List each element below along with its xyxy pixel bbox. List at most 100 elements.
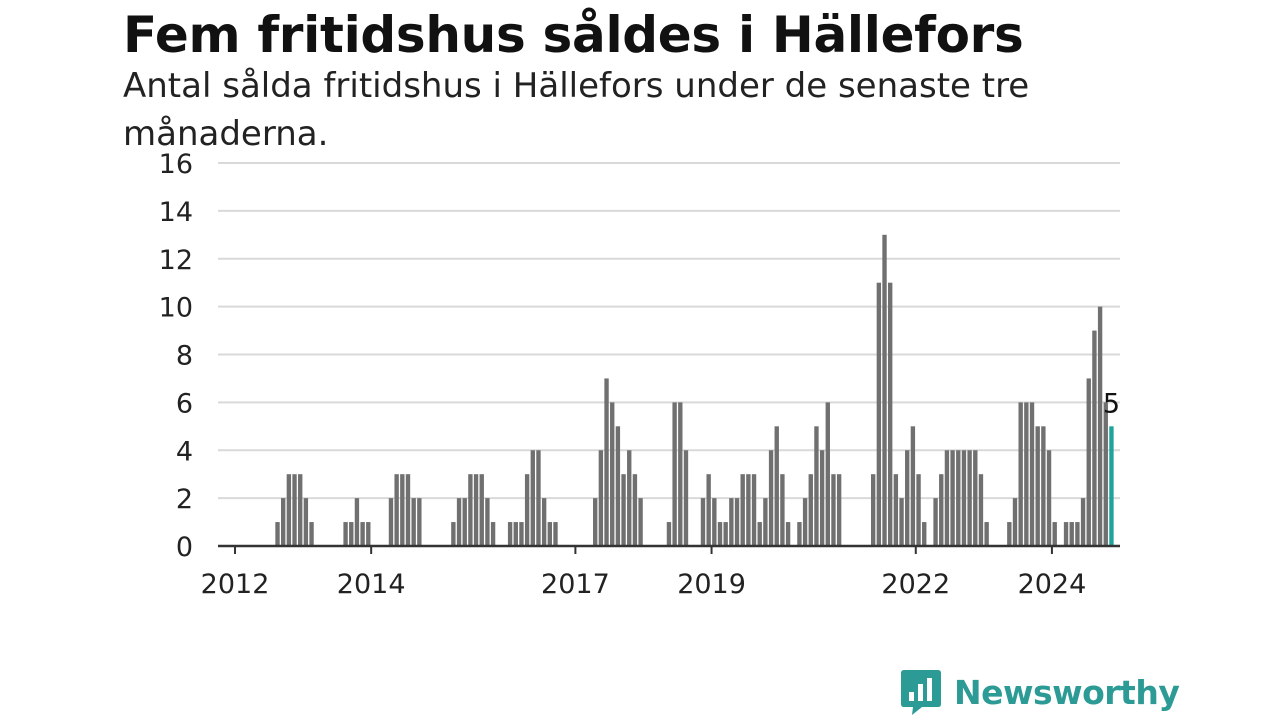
- bar: [1035, 426, 1040, 546]
- x-tick-label: 2024: [1018, 569, 1087, 600]
- x-tick-label: 2022: [881, 569, 950, 600]
- bar: [303, 498, 309, 546]
- bar: [956, 450, 961, 546]
- bar: [1007, 522, 1012, 546]
- bar: [479, 474, 484, 546]
- y-tick-label: 16: [159, 149, 193, 180]
- bar: [553, 522, 558, 546]
- bar: [473, 474, 479, 546]
- bar: [281, 498, 286, 546]
- bar-chart: 0 2 4 6 8 10 12 14 16 5 2012 2014 2017 2019 2022 2024: [159, 149, 1120, 600]
- y-tick-label: 12: [159, 245, 193, 276]
- y-tick-label: 14: [159, 197, 193, 228]
- y-tick-label: 10: [159, 293, 193, 324]
- bar: [740, 474, 745, 546]
- bar: [388, 498, 394, 546]
- bar: [734, 498, 740, 546]
- bar: [1097, 306, 1103, 546]
- bar: [978, 474, 984, 546]
- bar: [751, 474, 757, 546]
- bar: [485, 498, 490, 546]
- bar: [1052, 522, 1057, 546]
- bar: [1029, 402, 1035, 546]
- bar: [700, 498, 706, 546]
- bar: [882, 234, 887, 546]
- bar: [683, 450, 689, 546]
- bar: [298, 474, 303, 546]
- bar: [808, 474, 813, 546]
- x-tick-label: 2014: [337, 569, 406, 600]
- bar: [354, 498, 360, 546]
- bar: [405, 474, 411, 546]
- bar: [717, 522, 723, 546]
- bar: [519, 522, 524, 546]
- bar: [814, 426, 819, 546]
- y-tick-label: 2: [176, 484, 193, 515]
- bar: [678, 402, 683, 546]
- bar: [286, 474, 292, 546]
- y-tick-label: 8: [176, 341, 193, 372]
- bar: [967, 450, 972, 546]
- bar: [802, 498, 808, 546]
- bar: [672, 402, 677, 546]
- bar: [610, 402, 615, 546]
- bar: [547, 522, 553, 546]
- chart-title: Fem fritidshus såldes i Hällefors: [123, 6, 1024, 64]
- bar: [309, 522, 314, 546]
- bar: [888, 282, 893, 546]
- bar: [536, 450, 541, 546]
- bar: [905, 450, 910, 546]
- bar: [831, 474, 836, 546]
- bar: [910, 426, 916, 546]
- bar: [615, 426, 621, 546]
- bar: [763, 498, 768, 546]
- newsworthy-logo-icon: [901, 670, 941, 715]
- bar: [939, 474, 944, 546]
- bar: [870, 474, 876, 546]
- bar: [292, 474, 297, 546]
- bar: [922, 522, 927, 546]
- bar: [973, 450, 978, 546]
- bar: [666, 522, 672, 546]
- bar: [774, 426, 779, 546]
- bar: [984, 522, 989, 546]
- bar: [411, 498, 416, 546]
- bar: [366, 522, 371, 546]
- bar: [1063, 522, 1069, 546]
- y-tick-label: 4: [176, 436, 193, 467]
- x-tick-label: 2012: [201, 569, 270, 600]
- bar: [1109, 426, 1114, 546]
- bar: [275, 522, 280, 546]
- bar: [343, 522, 348, 546]
- bar: [893, 474, 899, 546]
- newsworthy-logo-text: Newsworthy: [954, 672, 1180, 712]
- bar: [468, 474, 473, 546]
- bar: [524, 474, 530, 546]
- bar: [456, 498, 462, 546]
- bar: [836, 474, 842, 546]
- bar: [1012, 498, 1018, 546]
- bar: [638, 498, 643, 546]
- bar: [462, 498, 467, 546]
- bar: [507, 522, 513, 546]
- bar: [746, 474, 751, 546]
- bar: [394, 474, 399, 546]
- bar: [712, 498, 717, 546]
- bar: [825, 402, 830, 546]
- bar: [876, 282, 882, 546]
- x-tick-label: 2017: [541, 569, 610, 600]
- chart-subtitle: Antal sålda fritidshus i Hällefors under…: [123, 66, 1030, 154]
- bar: [417, 498, 422, 546]
- bar: [768, 450, 774, 546]
- bar: [1046, 450, 1052, 546]
- bar: [621, 474, 626, 546]
- bar: [1018, 402, 1023, 546]
- bar: [360, 522, 365, 546]
- bar: [933, 498, 938, 546]
- bar: [1080, 498, 1086, 546]
- bar: [944, 450, 950, 546]
- bar: [490, 522, 496, 546]
- bar: [1103, 402, 1108, 546]
- bar: [541, 498, 547, 546]
- y-tick-label: 0: [176, 532, 193, 563]
